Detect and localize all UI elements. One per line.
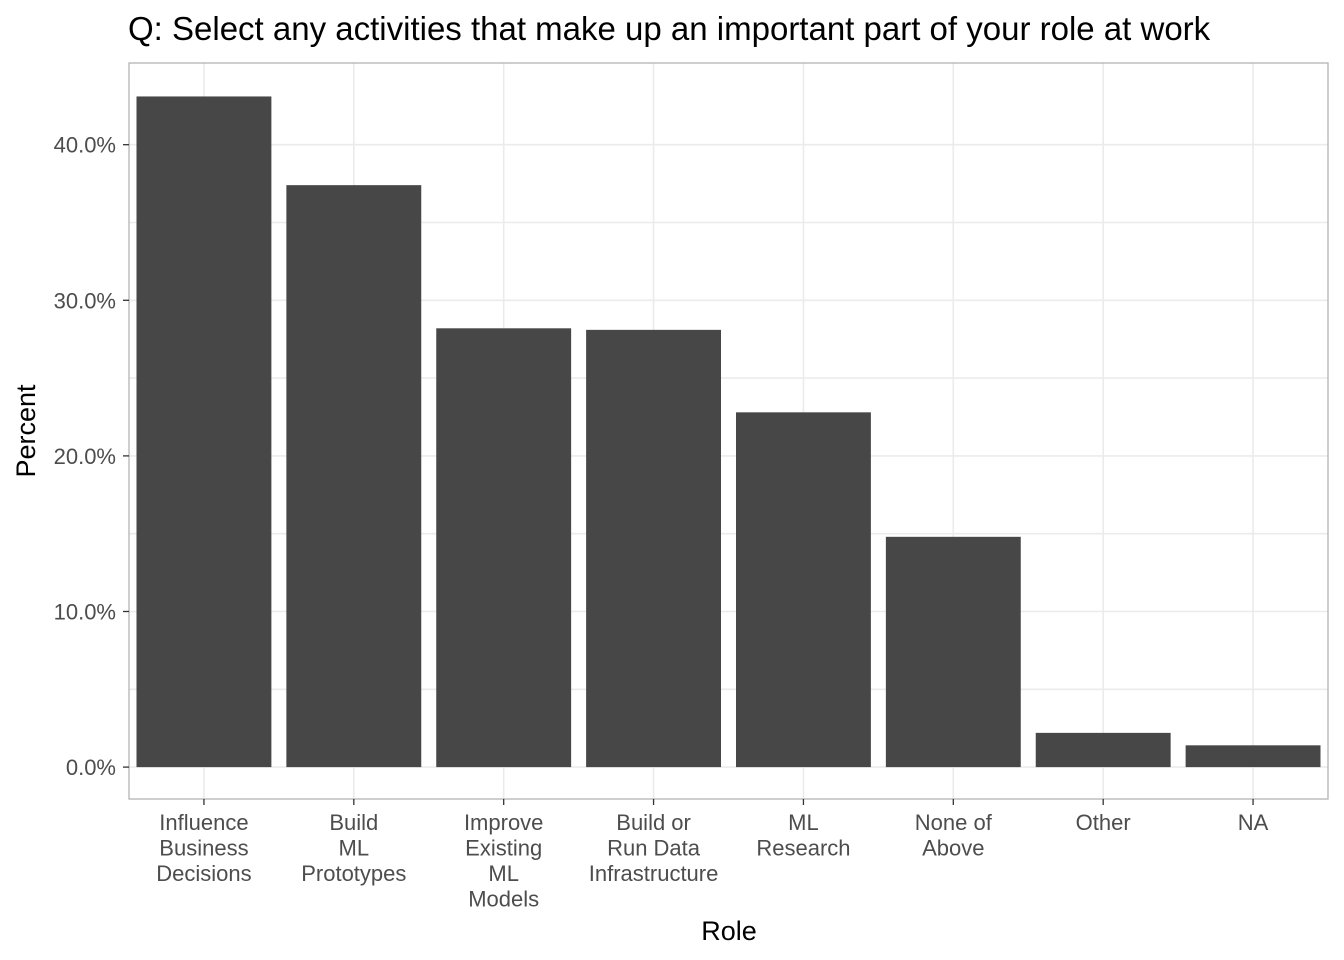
x-axis-title: Role [701, 916, 757, 946]
x-tick-label-line: ML [488, 861, 519, 886]
bar [885, 536, 1021, 768]
x-tick-label-line: Build or [616, 810, 691, 835]
panel-border [128, 62, 1329, 800]
x-tick-label-line: Other [1076, 810, 1131, 835]
x-tick-label: Build or Run Data Infrastructure [589, 810, 719, 886]
x-tick-label-line: Business [159, 836, 248, 861]
bar [286, 185, 422, 768]
x-tick-label: Influence Business Decisions [156, 810, 251, 886]
bar [735, 412, 871, 768]
bars [136, 96, 1321, 768]
y-tick-label: 20.0% [54, 444, 116, 469]
x-tick-label: Build ML Prototypes [301, 810, 406, 886]
bar [436, 328, 572, 768]
x-tick-label-line: Research [756, 836, 850, 861]
x-tick-label-line: Improve [464, 810, 543, 835]
bar [1035, 732, 1171, 768]
x-tick-label-line: Decisions [156, 861, 251, 886]
x-tick-label-line: Prototypes [301, 861, 406, 886]
x-tick-label-line: ML [788, 810, 819, 835]
x-tick-label-line: Build [329, 810, 378, 835]
x-tick-label-line: Models [468, 887, 539, 912]
x-tick-label: None of Above [915, 810, 993, 861]
y-axis-title: Percent [11, 384, 41, 478]
x-tick-label-line: Run Data [607, 836, 701, 861]
x-tick-label: Other [1076, 810, 1131, 835]
y-tick-label: 0.0% [66, 755, 116, 780]
x-tick-label: ML Research [756, 810, 850, 861]
y-tick-label: 40.0% [54, 133, 116, 158]
bar [586, 329, 722, 768]
x-tick-label-line: ML [339, 836, 370, 861]
y-tick-label: 30.0% [54, 288, 116, 313]
x-tick-label: Improve Existing ML Models [464, 810, 543, 912]
chart-title: Q: Select any activities that make up an… [128, 10, 1211, 47]
y-tick-label: 10.0% [54, 599, 116, 624]
x-tick-label-line: None of [915, 810, 993, 835]
y-axis: 0.0% 10.0% 20.0% 30.0% 40.0% [54, 133, 129, 780]
x-tick-label-line: Existing [465, 836, 542, 861]
x-tick-label: NA [1238, 810, 1269, 835]
x-tick-label-line: Influence [159, 810, 248, 835]
bar [136, 96, 272, 768]
bar [1185, 745, 1321, 768]
x-tick-label-line: Infrastructure [589, 861, 719, 886]
x-tick-label-line: NA [1238, 810, 1269, 835]
x-tick-label-line: Above [922, 836, 984, 861]
